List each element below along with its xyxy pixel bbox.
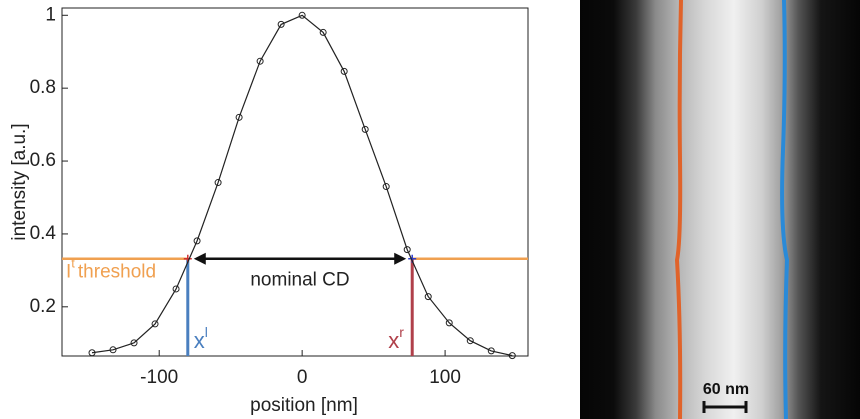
profile-point [424,293,432,301]
x-tick-label: 0 [297,367,308,388]
threshold-symbol: I [66,262,71,283]
profile-point [172,285,180,293]
left-edge-trace [674,0,683,419]
sem-image: 60 nm [580,0,860,419]
edge-label: xl [194,324,208,353]
threshold-text: threshold [78,262,156,283]
scale-bar-label: 60 nm [703,381,749,398]
y-axis-label: intensity [a.u.] [9,123,30,240]
profile-point [151,320,159,328]
profile-point [445,319,453,327]
profile-point [256,57,264,65]
edge-label: xr [388,324,404,353]
cd-arrowhead [193,252,206,265]
profile-point [130,339,138,347]
y-tick-label: 0.8 [30,77,56,98]
cd-label: nominal CD [250,270,349,291]
profile-point [466,337,474,345]
profile-point [319,28,327,36]
profile-point [361,125,369,133]
y-tick-label: 1 [45,4,56,25]
profile-point [403,246,411,254]
profile-point [214,179,222,187]
cd-arrowhead [394,252,407,265]
profile-point [109,346,117,354]
profile-point [277,20,285,28]
profile-point [235,113,243,121]
plot-frame [61,7,529,357]
profile-point [508,352,516,360]
profile-point [298,11,306,19]
profile-point [193,237,201,245]
edge-symbol: x [194,328,205,353]
profile-line [91,14,513,357]
profile-point [487,347,495,355]
edge-superscript: r [399,324,404,340]
x-axis-label: position [nm] [250,395,358,416]
y-tick-label: 0.4 [30,223,57,244]
edge-symbol: x [388,328,399,353]
threshold-label: It threshold [66,256,156,283]
right-edge-trace [780,0,790,419]
profile-point [340,67,348,75]
profile-point [382,183,390,191]
edge-superscript: l [205,324,208,340]
x-tick-label: 100 [429,367,461,388]
profile-point [88,349,96,357]
threshold-superscript: t [71,256,75,271]
y-tick-label: 0.2 [30,296,56,317]
image-background [580,0,860,419]
y-tick-label: 0.6 [30,150,56,171]
x-tick-label: -100 [140,367,178,388]
